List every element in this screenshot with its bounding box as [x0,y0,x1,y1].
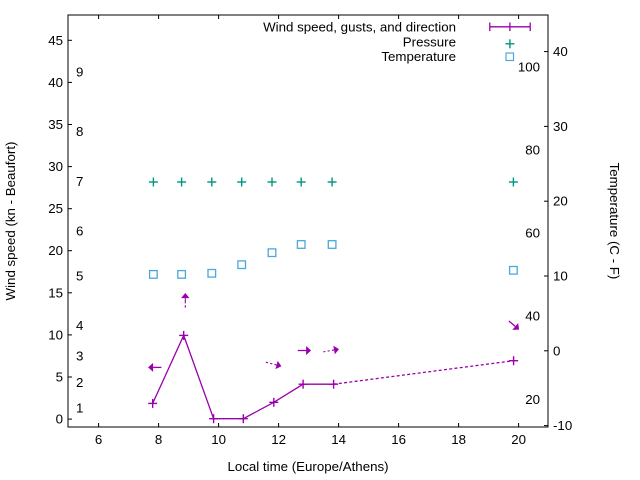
svg-text:6: 6 [76,224,83,239]
svg-text:14: 14 [331,432,346,447]
svg-text:30: 30 [553,119,568,134]
svg-text:Wind speed, gusts, and directi: Wind speed, gusts, and direction [263,19,456,34]
svg-text:80: 80 [525,143,540,158]
svg-text:1: 1 [76,400,83,415]
svg-text:15: 15 [48,285,63,300]
svg-text:16: 16 [391,432,406,447]
svg-text:Wind speed (kn - Beaufort): Wind speed (kn - Beaufort) [3,142,18,301]
svg-text:8: 8 [76,124,83,139]
svg-text:20: 20 [525,392,540,407]
svg-text:45: 45 [48,33,63,48]
svg-text:20: 20 [511,432,526,447]
svg-text:100: 100 [518,60,540,75]
svg-text:10: 10 [48,327,63,342]
svg-text:40: 40 [525,309,540,324]
svg-text:0: 0 [553,343,560,358]
svg-text:3: 3 [76,349,83,364]
svg-text:40: 40 [48,75,63,90]
svg-text:Temperature (C - F): Temperature (C - F) [607,163,622,280]
svg-text:60: 60 [525,226,540,241]
svg-text:7: 7 [76,174,83,189]
svg-text:8: 8 [155,432,162,447]
svg-text:4: 4 [76,318,83,333]
svg-text:5: 5 [56,370,63,385]
svg-text:18: 18 [451,432,466,447]
svg-text:10: 10 [553,269,568,284]
svg-text:10: 10 [211,432,226,447]
svg-text:35: 35 [48,117,63,132]
svg-text:40: 40 [553,44,568,59]
svg-text:0: 0 [56,412,63,427]
svg-text:20: 20 [553,194,568,209]
svg-text:5: 5 [76,269,83,284]
svg-text:Local time (Europe/Athens): Local time (Europe/Athens) [227,459,388,474]
svg-text:6: 6 [95,432,102,447]
svg-text:Temperature: Temperature [381,49,456,64]
svg-text:2: 2 [76,375,83,390]
svg-text:-10: -10 [553,418,572,433]
svg-text:25: 25 [48,201,63,216]
svg-text:30: 30 [48,159,63,174]
svg-text:Pressure: Pressure [403,35,456,50]
svg-text:9: 9 [76,64,83,79]
svg-text:12: 12 [271,432,286,447]
svg-text:20: 20 [48,243,63,258]
